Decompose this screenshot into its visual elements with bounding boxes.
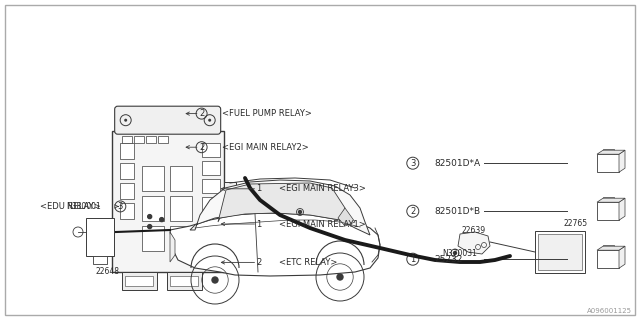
Bar [597,202,619,220]
Bar [122,136,132,143]
Bar [86,218,114,256]
Text: 3: 3 [118,202,123,211]
Circle shape [337,274,343,280]
Polygon shape [619,150,625,172]
Bar [120,203,134,219]
Text: <EGI MAIN RELAY3>: <EGI MAIN RELAY3> [279,184,366,193]
Polygon shape [619,198,625,220]
Bar [202,215,220,229]
Bar [602,245,614,250]
Text: 2: 2 [199,109,204,118]
Text: N370031: N370031 [442,249,477,258]
Bar [93,256,107,264]
Circle shape [208,119,211,122]
Text: <EDU RELAY>: <EDU RELAY> [40,202,100,211]
Text: 1: 1 [257,220,262,228]
Bar [141,196,164,221]
Bar [120,143,134,159]
Bar [120,183,134,199]
Bar [597,154,619,172]
Circle shape [298,211,301,213]
Polygon shape [170,232,175,262]
Bar [146,136,156,143]
Bar [535,231,585,273]
Text: 2: 2 [410,207,415,216]
Text: N380001: N380001 [66,202,100,211]
Text: <ETC RELAY>: <ETC RELAY> [279,258,337,267]
Polygon shape [619,246,625,268]
Text: 25232: 25232 [434,255,462,264]
Polygon shape [190,180,370,235]
Polygon shape [218,183,345,222]
Bar [120,163,134,179]
Text: 22765: 22765 [564,219,588,228]
Text: 3: 3 [410,159,415,168]
Text: 82501D*A: 82501D*A [434,159,480,168]
Bar [141,166,164,191]
Circle shape [148,225,152,228]
FancyBboxPatch shape [122,272,157,290]
FancyBboxPatch shape [112,131,224,272]
Polygon shape [597,246,625,250]
Text: 82501D*B: 82501D*B [434,207,480,216]
FancyBboxPatch shape [125,276,153,286]
Text: 2: 2 [199,143,204,152]
FancyBboxPatch shape [166,272,202,290]
Text: <FUEL PUMP RELAY>: <FUEL PUMP RELAY> [221,109,312,118]
Bar [202,197,220,211]
Bar [602,149,614,154]
Text: 2: 2 [257,258,262,267]
Circle shape [148,215,152,219]
Circle shape [160,218,164,222]
Bar [602,197,614,202]
Text: 22639: 22639 [462,226,486,235]
Circle shape [212,277,218,283]
Bar [597,250,619,268]
Text: <EGI MAIN RELAY1>: <EGI MAIN RELAY1> [279,220,366,228]
Bar [202,179,220,193]
Bar [202,161,220,175]
FancyBboxPatch shape [115,106,221,134]
Polygon shape [458,232,490,254]
Text: 1: 1 [410,255,415,264]
Bar [157,136,168,143]
Text: 22648: 22648 [95,268,119,276]
Bar [170,196,192,221]
Text: 1: 1 [257,184,262,193]
Bar [538,234,582,270]
Bar [170,166,192,191]
Polygon shape [597,198,625,202]
Bar [134,136,144,143]
FancyBboxPatch shape [170,276,198,286]
Bar [170,226,192,251]
Text: A096001125: A096001125 [587,308,632,314]
Polygon shape [170,213,380,276]
Circle shape [454,252,456,254]
Circle shape [124,119,127,122]
Bar [202,143,220,157]
Polygon shape [597,150,625,154]
Text: <EGI MAIN RELAY2>: <EGI MAIN RELAY2> [221,143,308,152]
FancyBboxPatch shape [224,182,236,222]
Polygon shape [338,208,355,226]
Bar [141,226,164,251]
